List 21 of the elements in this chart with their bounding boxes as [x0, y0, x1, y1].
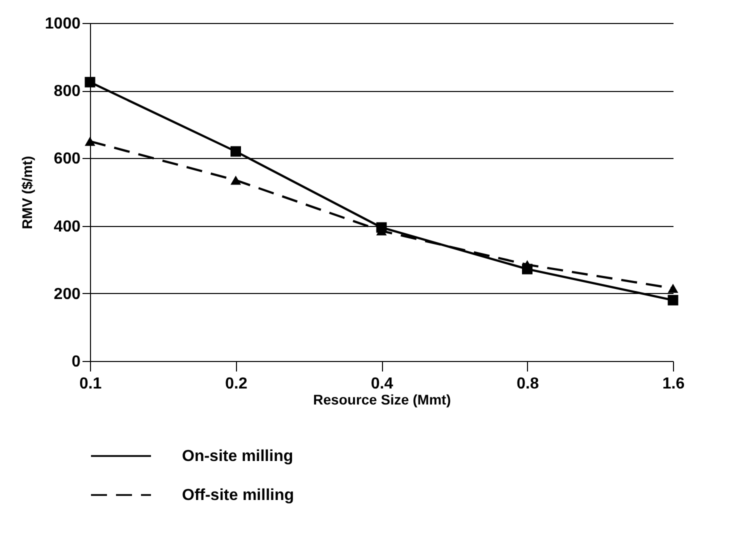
y-axis-title: RMV ($/mt)	[18, 156, 35, 230]
y-tick-label: 800	[54, 83, 81, 100]
y-tick-label: 1000	[44, 16, 81, 32]
y-tick-label: 600	[54, 150, 81, 168]
point	[84, 76, 96, 88]
point	[668, 284, 678, 293]
y-tick-label: 0	[72, 354, 81, 370]
x-tick-label: 0.1	[79, 376, 102, 392]
point	[230, 146, 241, 157]
y-tick-label: 400	[54, 218, 81, 236]
point	[668, 294, 678, 306]
x-tick-label: 0.4	[370, 376, 394, 392]
y-tick-label: 200	[54, 286, 81, 303]
legend-label: Off-site milling	[182, 487, 294, 504]
x-axis-title: Resource Size (Mmt)	[313, 392, 451, 408]
x-tick-label: 0.8	[516, 376, 539, 392]
legend-label: On-site milling	[182, 448, 294, 465]
x-tick-label: 0.2	[225, 376, 248, 392]
point	[84, 136, 96, 146]
x-tick-label: 1.6	[662, 376, 685, 392]
point	[230, 176, 241, 185]
